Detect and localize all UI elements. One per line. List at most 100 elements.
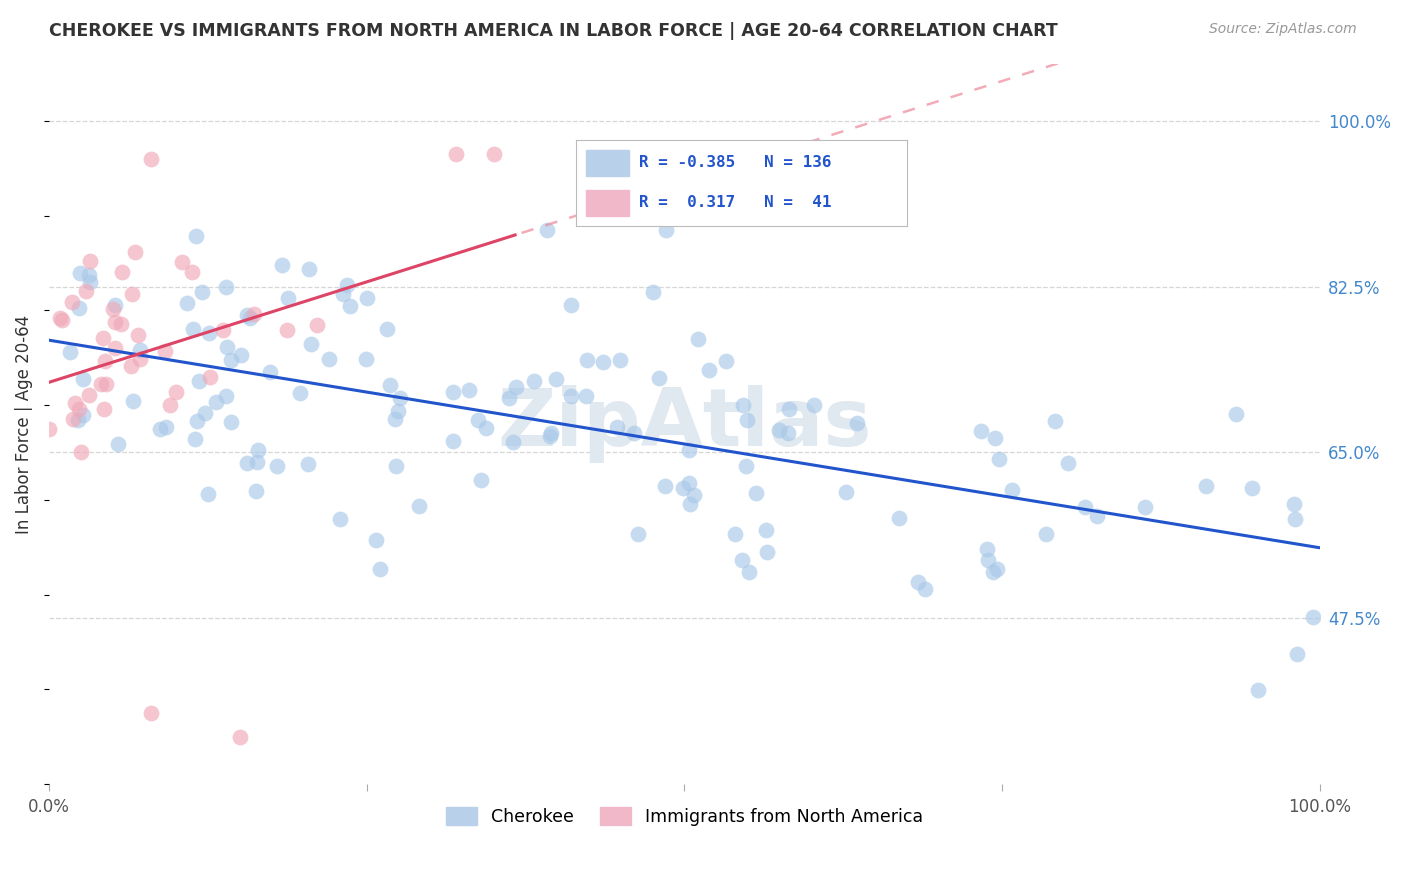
Point (627, 526, 650, 541)
Point (239, 310, 262, 325)
Point (536, 223, 558, 237)
Point (266, 458, 288, 473)
Point (987, 452, 1010, 467)
Point (378, 378, 401, 392)
Point (219, 353, 242, 368)
Point (339, 299, 361, 313)
Point (215, 388, 238, 402)
Point (77, 387, 100, 401)
Point (176, 296, 198, 310)
Point (592, 355, 614, 369)
Point (458, 384, 481, 398)
Point (246, 443, 269, 458)
Point (606, 420, 628, 434)
Point (1133, 500, 1156, 515)
Point (654, 479, 676, 493)
Point (724, 527, 747, 541)
Point (190, 285, 212, 299)
Point (212, 322, 235, 336)
Point (70, 444, 93, 458)
Point (778, 401, 800, 416)
Point (408, 500, 430, 514)
Point (184, 433, 207, 447)
Point (124, 245, 146, 260)
Point (72, 409, 94, 423)
Point (149, 422, 172, 436)
Point (731, 553, 754, 567)
Point (576, 352, 599, 367)
Point (377, 322, 399, 336)
Point (194, 406, 217, 420)
Point (67, 413, 90, 427)
Text: CHEROKEE VS IMMIGRANTS FROM NORTH AMERICA IN LABOR FORCE | AGE 20-64 CORRELATION: CHEROKEE VS IMMIGRANTS FROM NORTH AMERIC… (49, 22, 1057, 40)
Point (1302, 609, 1324, 624)
Point (159, 398, 181, 412)
Point (153, 344, 176, 359)
Point (498, 392, 520, 406)
Point (79, 275, 101, 289)
Y-axis label: In Labor Force | Age 20-64: In Labor Force | Age 20-64 (15, 315, 32, 533)
Point (79, 253, 101, 268)
Point (356, 291, 378, 305)
Point (139, 152, 162, 166)
Point (733, 398, 755, 412)
Point (38, 422, 60, 436)
Point (277, 291, 299, 305)
Point (444, 147, 467, 161)
Point (307, 318, 329, 332)
Point (846, 416, 869, 430)
Point (120, 359, 142, 374)
Point (155, 419, 177, 434)
Point (122, 393, 145, 408)
Point (354, 351, 377, 366)
Point (297, 457, 319, 471)
Point (1241, 481, 1264, 495)
Point (51, 312, 73, 326)
Point (1073, 500, 1095, 514)
Point (470, 473, 492, 487)
Point (714, 353, 737, 368)
Point (67, 401, 90, 416)
Point (745, 485, 768, 500)
Point (641, 285, 664, 299)
Point (215, 280, 238, 294)
Point (737, 565, 759, 579)
Point (271, 258, 294, 272)
Point (72, 372, 94, 386)
Point (505, 380, 527, 394)
Point (198, 326, 221, 341)
Point (75, 284, 97, 298)
Point (59, 344, 82, 359)
Point (735, 413, 758, 427)
Point (364, 533, 387, 547)
Point (246, 454, 269, 468)
Point (1225, 407, 1247, 421)
Point (983, 430, 1005, 444)
Point (93, 401, 115, 416)
Point (683, 488, 706, 502)
Point (299, 337, 322, 351)
Point (699, 363, 721, 377)
Point (332, 287, 354, 301)
Point (235, 456, 257, 470)
Point (215, 340, 238, 354)
Point (165, 385, 187, 400)
Point (186, 229, 208, 244)
Point (104, 298, 127, 312)
Point (229, 348, 252, 362)
Point (686, 332, 709, 346)
Text: Source: ZipAtlas.com: Source: ZipAtlas.com (1209, 22, 1357, 37)
Point (1284, 497, 1306, 511)
Point (678, 476, 700, 491)
Point (172, 255, 194, 269)
Point (538, 429, 561, 443)
Point (228, 730, 250, 744)
Point (655, 222, 678, 236)
Point (318, 352, 340, 367)
Point (778, 426, 800, 441)
Point (235, 308, 257, 322)
Point (60, 295, 83, 310)
Point (121, 287, 143, 301)
Point (288, 385, 311, 400)
Point (970, 424, 993, 438)
